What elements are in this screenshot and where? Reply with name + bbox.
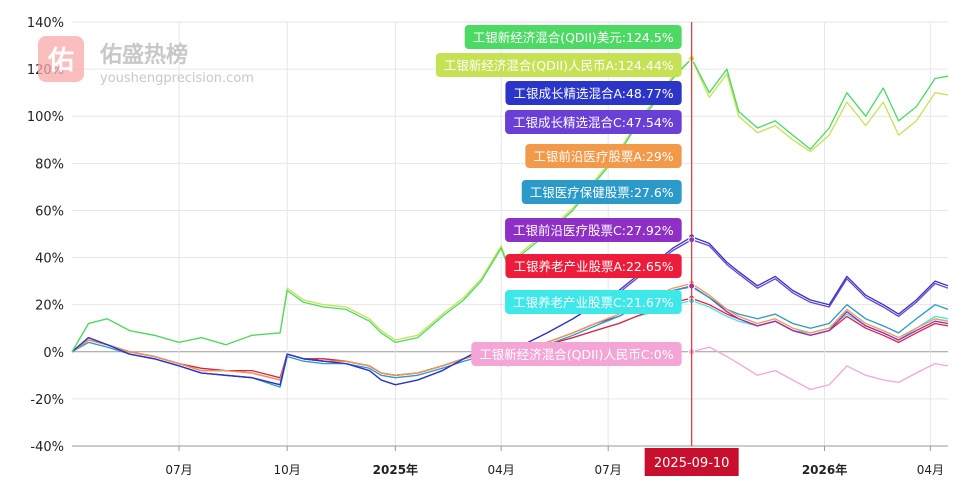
- tooltip-item: 工银养老产业股票C:21.67%: [505, 290, 682, 314]
- tooltip-item: 工银前沿医疗股票C:27.92%: [505, 218, 682, 242]
- x-tick-label: 04月: [917, 463, 944, 477]
- tooltip-item: 工银前沿医疗股票A:29%: [525, 144, 682, 168]
- x-tick-label: 04月: [488, 463, 515, 477]
- crosshair-date-label: 2025-09-10: [654, 456, 730, 471]
- tooltip-label: 工银成长精选混合A:48.77%: [513, 86, 673, 101]
- y-tick-label: -40%: [30, 440, 64, 455]
- x-tick-label: 07月: [595, 463, 622, 477]
- tooltip-box: [521, 180, 682, 204]
- tooltip-box: [505, 290, 682, 314]
- y-tick-label: 20%: [35, 299, 64, 314]
- y-tick-label: 80%: [35, 157, 64, 172]
- x-tick-label: 2026年: [802, 462, 847, 477]
- y-tick-label: 100%: [27, 110, 64, 125]
- tooltip: 工银新经济混合(QDII)美元:124.5% 工银新经济混合(QDII)人民币A:…: [435, 25, 682, 366]
- x-axis: 07月 10月 2025年 04月 07月 2026年 04月: [72, 445, 948, 477]
- y-tick-label: 40%: [35, 252, 64, 267]
- tooltip-box: [505, 218, 682, 242]
- tooltip-label: 工银医疗保健股票:27.6%: [530, 185, 674, 200]
- y-tick-label: 60%: [35, 204, 64, 219]
- crosshair: 2025-09-10: [644, 22, 739, 476]
- watermark: 佑 佑盛热榜 youshengprecision.com: [38, 36, 254, 86]
- series-line: [691, 346, 949, 391]
- tooltip-item: 工银新经济混合(QDII)人民币A:124.44%: [435, 53, 682, 77]
- tooltip-box: [464, 25, 682, 49]
- tooltip-item: 工银成长精选混合C:47.54%: [505, 110, 682, 134]
- tooltip-item: 工银医疗保健股票:27.6%: [521, 180, 682, 204]
- series-line: [71, 57, 949, 353]
- tooltip-box: [435, 53, 682, 77]
- watermark-title: 佑盛热榜: [99, 42, 188, 68]
- tooltip-box: [505, 81, 682, 105]
- tooltip-item: 工银养老产业股票A:22.65%: [505, 254, 682, 278]
- tooltip-box: [505, 254, 682, 278]
- x-tick-label: 07月: [165, 463, 192, 477]
- y-tick-label: -20%: [30, 393, 64, 408]
- tooltip-label: 工银前沿医疗股票C:27.92%: [513, 223, 674, 238]
- tooltip-label: 工银新经济混合(QDII)人民币C:0%: [479, 347, 673, 362]
- crosshair-date-box: [644, 448, 739, 476]
- tooltip-label: 工银新经济混合(QDII)美元:124.5%: [473, 30, 674, 45]
- y-tick-label: 140%: [27, 16, 64, 31]
- tooltip-item: 工银成长精选混合A:48.77%: [505, 81, 682, 105]
- y-tick-label: 0%: [43, 346, 64, 361]
- x-tick-label: 10月: [274, 463, 301, 477]
- tooltip-label: 工银养老产业股票A:22.65%: [513, 259, 673, 274]
- watermark-subtitle: youshengprecision.com: [100, 71, 254, 86]
- tooltip-label: 工银前沿医疗股票A:29%: [533, 149, 673, 164]
- tooltip-item: 工银新经济混合(QDII)美元:124.5%: [464, 25, 682, 49]
- tooltip-item: 工银新经济混合(QDII)人民币C:0%: [471, 342, 682, 366]
- watermark-badge-char: 佑: [47, 46, 74, 76]
- tooltip-box: [505, 110, 682, 134]
- watermark-badge: [38, 36, 84, 82]
- tooltip-label: 工银新经济混合(QDII)人民币A:124.44%: [444, 58, 674, 73]
- x-tick-label: 2025年: [373, 462, 418, 477]
- tooltip-box: [471, 342, 682, 366]
- tooltip-label: 工银养老产业股票C:21.67%: [513, 295, 674, 310]
- tooltip-label: 工银成长精选混合C:47.54%: [513, 115, 674, 130]
- tooltip-box: [525, 144, 682, 168]
